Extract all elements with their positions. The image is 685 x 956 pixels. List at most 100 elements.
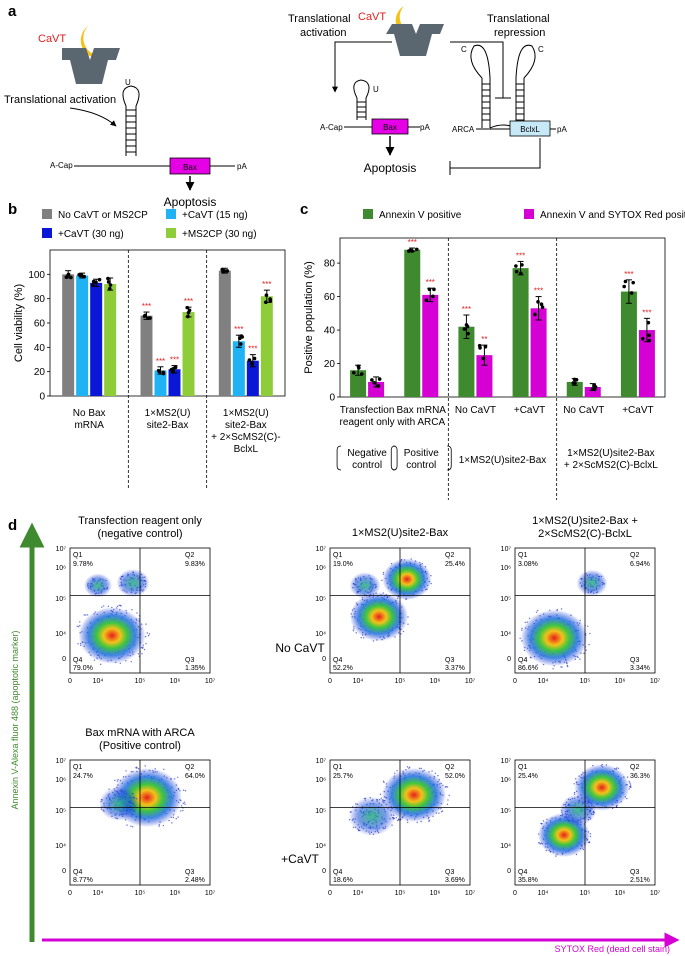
group-label: 1×MS2(U) site2-Bax + 2×ScMS2(C)-BclxL	[211, 408, 280, 455]
panel-label-b: b	[8, 201, 17, 218]
event-dot	[588, 643, 590, 646]
data-point	[631, 280, 635, 285]
event-dot	[107, 605, 110, 608]
density-core	[350, 592, 408, 642]
data-point	[377, 377, 382, 381]
q4-label: Q4	[333, 657, 342, 664]
x-tick-label: 10⁷	[465, 890, 476, 897]
bax-gene-box	[169, 157, 211, 175]
q2-label: Q2	[630, 552, 639, 559]
event-dot	[519, 637, 521, 640]
protein-icon-right	[386, 24, 444, 56]
x-tick-label: 10⁴	[93, 890, 104, 897]
y-tick-label: 0	[507, 868, 511, 875]
event-dot	[143, 648, 146, 651]
y-tick-label: 10⁶	[55, 565, 66, 572]
q2-value: 36.3%	[630, 773, 650, 780]
event-dot	[148, 633, 151, 635]
event-dot	[352, 629, 355, 632]
event-dot	[182, 789, 185, 791]
q1-label: Q1	[333, 764, 342, 771]
group-label: No Bax mRNA	[73, 408, 106, 431]
x-tick-label: 10⁵	[135, 678, 146, 685]
acap-label-right: A-Cap	[320, 123, 343, 132]
y-tick-label: 10⁶	[500, 777, 511, 784]
significance-stars: ***	[248, 345, 257, 354]
q4-value: 86.6%	[518, 665, 538, 672]
data-point	[592, 387, 597, 392]
data-point	[647, 338, 652, 343]
data-point	[536, 300, 540, 304]
apoptosis-label-right: Apoptosis	[364, 161, 417, 175]
data-point	[186, 314, 190, 319]
y-tick-label: 10⁴	[55, 631, 66, 638]
pa2-label: pA	[557, 125, 567, 134]
q2-label: Q2	[445, 764, 454, 771]
event-dot	[540, 822, 542, 825]
data-point	[646, 320, 651, 325]
q4-value: 8.77%	[73, 877, 93, 884]
x-tick-label: 10⁶	[615, 678, 626, 685]
data-point	[356, 364, 361, 369]
density-core	[78, 607, 146, 664]
density-core	[382, 768, 446, 822]
data-point	[268, 299, 273, 304]
q3-label: Q3	[185, 657, 194, 664]
data-point	[462, 327, 467, 331]
data-point	[161, 370, 166, 375]
activation-label-right: Translational activation	[288, 13, 351, 39]
group-label: 1×MS2(U) site2-Bax	[145, 408, 191, 431]
data-point	[107, 286, 112, 291]
y-tick-label: 10⁴	[315, 843, 326, 850]
significance-stars: ***	[408, 238, 417, 247]
event-dot	[379, 793, 382, 796]
data-point	[106, 280, 111, 284]
y-tick-label: 10⁴	[55, 843, 66, 850]
event-dot	[145, 643, 147, 645]
event-dot	[114, 779, 116, 782]
data-point	[640, 336, 645, 341]
event-dot	[146, 632, 148, 634]
data-point	[520, 263, 524, 267]
event-dot	[102, 605, 105, 607]
significance-stars: ***	[624, 270, 633, 279]
legend-label: +CaVT (15 ng)	[182, 210, 248, 221]
y-axis-label: Positive population (%)	[303, 261, 315, 374]
data-point	[372, 381, 376, 385]
y-tick-label: 40	[34, 343, 46, 354]
y-tick-label: 10⁷	[316, 546, 327, 553]
q3-value: 3.37%	[445, 665, 465, 672]
protein-icon	[62, 48, 120, 84]
event-dot	[444, 786, 447, 788]
x-tick-label: 0	[513, 890, 517, 897]
y-tick-label: 20	[34, 367, 46, 378]
event-dot	[521, 627, 523, 630]
event-dot	[438, 812, 440, 814]
event-dot	[535, 611, 538, 613]
data-point	[220, 267, 224, 272]
x-tick-label: 10⁷	[650, 890, 661, 897]
q1-value: 25.7%	[333, 773, 353, 780]
data-point	[97, 277, 102, 282]
q2-value: 9.83%	[185, 561, 205, 568]
y-tick-label: 10⁵	[315, 596, 326, 603]
legend-swatch	[524, 209, 534, 219]
event-dot	[561, 666, 563, 668]
data-point	[108, 283, 113, 287]
y-tick-label: 10⁷	[316, 758, 327, 765]
panel-d-xlabel: SYTOX Red (dead cell stain)	[555, 944, 670, 954]
data-point	[82, 274, 86, 279]
q3-label: Q3	[445, 869, 454, 876]
event-dot	[400, 633, 402, 635]
data-point	[78, 273, 83, 278]
plot-frame	[339, 237, 666, 398]
y-tick-label: 10⁷	[501, 546, 512, 553]
arca-label: ARCA	[452, 125, 475, 134]
x-tick-label: 0	[328, 890, 332, 897]
data-point	[539, 302, 544, 307]
y-tick-label: 10⁴	[315, 631, 326, 638]
data-point	[424, 298, 429, 303]
data-point	[169, 367, 174, 372]
row-label-plus-cavt: +CaVT	[281, 852, 319, 866]
group-label: +CaVT	[622, 405, 653, 416]
